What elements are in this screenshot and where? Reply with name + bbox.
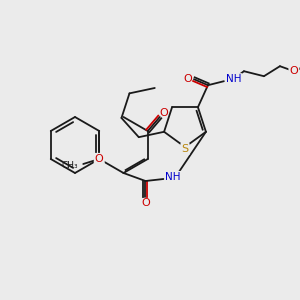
Text: S: S [182,144,189,154]
Text: O: O [141,198,150,208]
Text: O: O [290,66,298,76]
Text: O: O [184,74,192,84]
Text: NH: NH [166,172,181,182]
Text: CH₃: CH₃ [61,161,78,170]
Text: NH: NH [226,74,242,84]
Text: O: O [159,108,168,118]
Text: O: O [95,154,103,164]
